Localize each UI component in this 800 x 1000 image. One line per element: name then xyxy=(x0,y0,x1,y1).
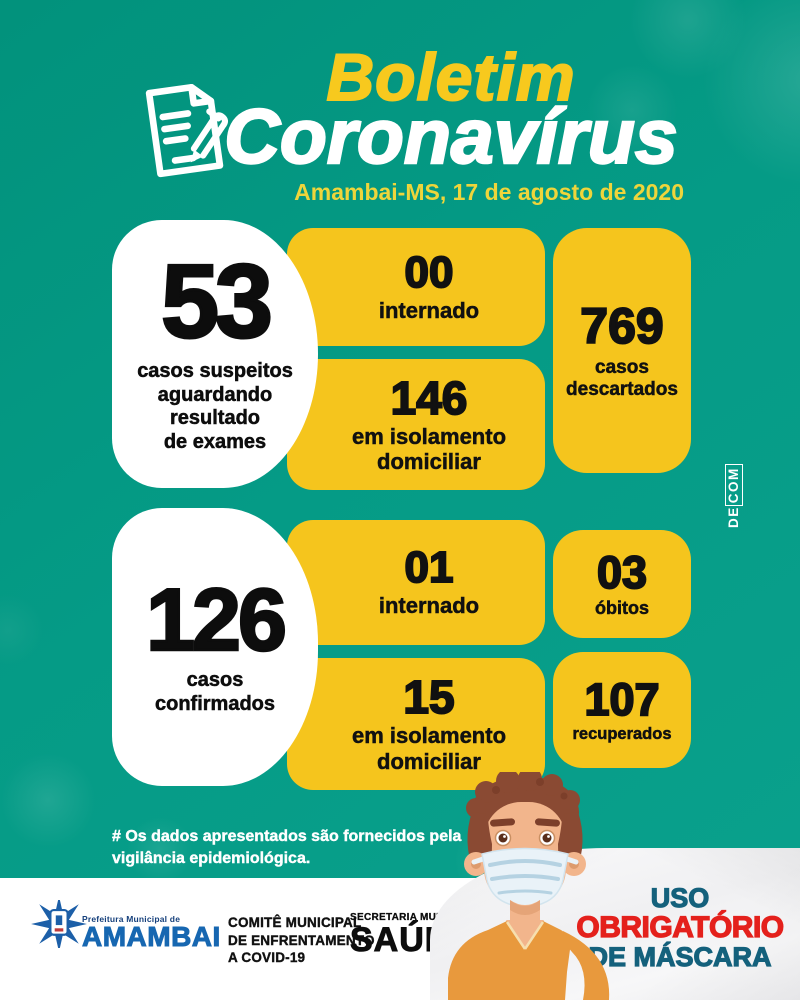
prefeitura-name: AMAMBAI xyxy=(82,921,221,952)
stat-bubble-suspect-cases: 53 casos suspeitos aguardando resultado … xyxy=(112,220,318,488)
stat-label: casos confirmados xyxy=(154,669,276,715)
stat-value: 769 xyxy=(579,297,664,354)
stat-card-confirmed-hospitalized: 01 internado xyxy=(287,520,545,645)
prefeitura-logo-text: Prefeitura Municipal de AMAMBAI xyxy=(82,914,221,951)
prefeitura-amambai-logo: Prefeitura Municipal de AMAMBAI xyxy=(30,900,221,951)
stat-value: 01 xyxy=(404,543,455,593)
data-source-note: # Os dados apresentados são fornecidos p… xyxy=(112,828,462,868)
decom-part1: DE xyxy=(726,506,741,528)
prefeitura-small-label: Prefeitura Municipal de xyxy=(82,914,181,924)
secretaria-small-label: SECRETARIA MUNICIPAL DE xyxy=(350,912,495,923)
stat-value: 15 xyxy=(402,671,455,724)
stat-label: óbitos xyxy=(595,597,650,618)
stat-card-recovered: 107 recuperados xyxy=(553,652,691,768)
stat-bubble-confirmed-cases: 126 casos confirmados xyxy=(112,508,318,786)
stat-label: em isolamento domiciliar xyxy=(351,423,507,474)
stat-label: em isolamento domiciliar xyxy=(351,723,507,774)
stat-value: 00 xyxy=(404,247,455,297)
stat-label: internado xyxy=(378,593,480,619)
stat-label: casos descartados xyxy=(566,356,678,400)
stat-value: 53 xyxy=(160,244,275,361)
document-pencil-icon xyxy=(145,83,229,178)
bulletin-title-line1: Boletim xyxy=(325,40,576,114)
amambai-crest-icon xyxy=(31,900,87,948)
bulletin-title-line2: Coronavírus xyxy=(223,94,679,180)
stat-value: 03 xyxy=(596,546,648,598)
stat-card-suspects-home-isolation: 146 em isolamento domiciliar xyxy=(287,359,545,490)
bulletin-date: Amambai-MS, 17 de agosto de 2020 xyxy=(294,179,684,205)
stat-label: casos suspeitos aguardando resultado de … xyxy=(137,360,293,453)
stat-card-suspects-hospitalized: 00 internado xyxy=(287,228,545,346)
banner-line1: USO xyxy=(650,883,710,913)
mask-obligation-banner: USO OBRIGATÓRIO DE MÁSCARA xyxy=(565,883,795,973)
stat-label: recuperados xyxy=(572,724,672,743)
stat-value: 107 xyxy=(583,673,660,725)
masked-person-illustration xyxy=(448,772,610,1000)
decom-part2: COM xyxy=(725,464,743,507)
stat-card-confirmed-home-isolation: 15 em isolamento domiciliar xyxy=(287,658,545,790)
stat-card-discarded-cases: 769 casos descartados xyxy=(553,228,691,473)
banner-line2: OBRIGATÓRIO xyxy=(576,911,785,945)
stat-label: internado xyxy=(378,297,480,324)
decom-watermark: DECOM xyxy=(725,464,743,528)
banner-line3: DE MÁSCARA xyxy=(588,942,772,973)
header-titles: Boletim Coronavírus Amambai-MS, 17 de ag… xyxy=(216,40,686,205)
stat-value: 126 xyxy=(145,569,288,669)
comite-covid-label: COMITÊ MUNICIPAL DE ENFRENTAMENTO A COVI… xyxy=(228,915,375,966)
stat-card-deaths: 03 óbitos xyxy=(553,530,691,638)
stat-value: 146 xyxy=(390,371,469,424)
